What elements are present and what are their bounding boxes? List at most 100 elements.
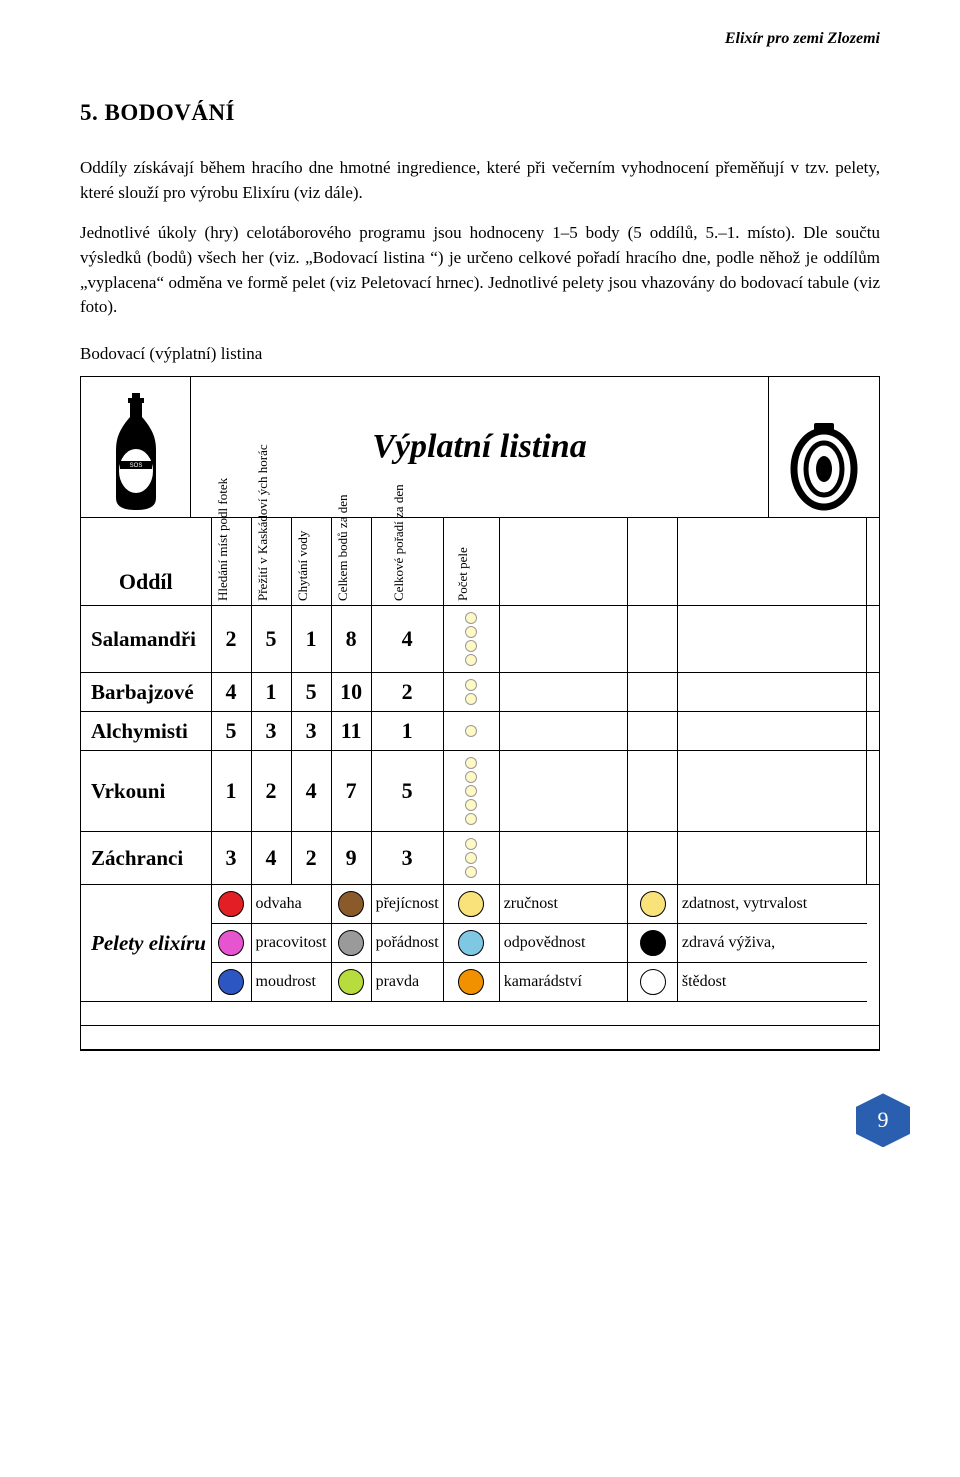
running-header: Elixír pro zemi Zlozemi	[725, 30, 880, 48]
legend-swatch	[218, 891, 244, 917]
score-cell: 11	[331, 712, 371, 751]
legend-swatch	[458, 969, 484, 995]
col-oddil: Oddíl	[81, 518, 211, 606]
score-cell: 1	[371, 712, 443, 751]
score-cell: 3	[211, 832, 251, 885]
legend-label: odvaha	[251, 885, 331, 924]
col-blank-3	[677, 518, 867, 606]
score-cell: 2	[211, 606, 251, 673]
pellet-dots	[443, 751, 499, 832]
legend-swatch	[218, 930, 244, 956]
score-cell: 3	[291, 712, 331, 751]
legend-color-cell	[331, 924, 371, 963]
score-cell: 4	[371, 606, 443, 673]
score-cell: 4	[211, 673, 251, 712]
score-cell: 9	[331, 832, 371, 885]
table-row: Barbajzové415102	[81, 673, 879, 712]
sheet-title: Výplatní listina	[191, 377, 769, 517]
legend-label: zdravá výživa,	[677, 924, 867, 963]
legend-label: pracovitost	[251, 924, 331, 963]
score-cell: 3	[251, 712, 291, 751]
legend-color-cell	[443, 885, 499, 924]
blank-cell	[499, 673, 628, 712]
legend-label: kamarádství	[499, 963, 628, 1002]
score-cell: 1	[251, 673, 291, 712]
table-row: Alchymisti533111	[81, 712, 879, 751]
team-name: Záchranci	[81, 832, 211, 885]
team-name: Vrkouni	[81, 751, 211, 832]
blank-cell	[867, 712, 879, 751]
legend-swatch	[640, 969, 666, 995]
score-cell: 2	[251, 751, 291, 832]
score-cell: 2	[291, 832, 331, 885]
legend-swatch	[218, 969, 244, 995]
col-blank-2	[628, 518, 678, 606]
legend-color-cell	[211, 963, 251, 1002]
payroll-sheet: SOS Výplatní listina Oddíl Hledání míst …	[80, 376, 880, 1052]
score-cell: 5	[211, 712, 251, 751]
blank-cell	[628, 832, 678, 885]
blank-cell	[867, 673, 879, 712]
pellet-dots	[443, 712, 499, 751]
legend-swatch	[338, 891, 364, 917]
legend-label: moudrost	[251, 963, 331, 1002]
legend-swatch	[338, 930, 364, 956]
score-table: Oddíl Hledání míst podl fotek Přežití v …	[81, 518, 879, 1051]
legend-label: pořádnost	[371, 924, 443, 963]
blank-cell	[867, 832, 879, 885]
col-6: Počet pele	[443, 518, 499, 606]
pellet-dots	[443, 673, 499, 712]
col-5: Celkové pořadí za den	[371, 518, 443, 606]
legend-swatch	[458, 891, 484, 917]
team-name: Salamandři	[81, 606, 211, 673]
col-4: Celkem bodů za den	[331, 518, 371, 606]
bottle-icon: SOS	[81, 377, 191, 517]
score-cell: 5	[371, 751, 443, 832]
col-1: Hledání míst podl fotek	[211, 518, 251, 606]
team-name: Barbajzové	[81, 673, 211, 712]
legend-swatch	[640, 891, 666, 917]
section-heading: 5. BODOVÁNÍ	[80, 100, 880, 126]
legend-color-cell	[628, 885, 678, 924]
blank-cell	[499, 832, 628, 885]
legend-swatch	[338, 969, 364, 995]
legend-label: štědost	[677, 963, 867, 1002]
blank-cell	[499, 606, 628, 673]
legend-color-cell	[211, 924, 251, 963]
legend-label: pravda	[371, 963, 443, 1002]
legend-label: odpovědnost	[499, 924, 628, 963]
col-blank-1	[499, 518, 628, 606]
col-3: Chytání vody	[291, 518, 331, 606]
legend-color-cell	[628, 924, 678, 963]
empty-row	[81, 1026, 879, 1050]
body-paragraph-2: Jednotlivé úkoly (hry) celotáborového pr…	[80, 221, 880, 320]
score-cell: 2	[371, 673, 443, 712]
blank-cell	[677, 673, 867, 712]
blank-cell	[628, 673, 678, 712]
legend-row: Pelety elixíruodvahapřejícnostzručnostzd…	[81, 885, 879, 924]
legend-label: zručnost	[499, 885, 628, 924]
blank-cell	[867, 606, 879, 673]
legend-color-cell	[443, 924, 499, 963]
col-2: Přežití v Kaskádoví ých horác	[251, 518, 291, 606]
table-row: Salamandři25184	[81, 606, 879, 673]
score-cell: 5	[291, 673, 331, 712]
table-row: Vrkouni12475	[81, 751, 879, 832]
score-cell: 5	[251, 606, 291, 673]
pellet-dots	[443, 606, 499, 673]
page-number: 9	[856, 1093, 910, 1147]
score-cell: 8	[331, 606, 371, 673]
blank-cell	[628, 751, 678, 832]
legend-color-cell	[331, 885, 371, 924]
table-row: Záchranci34293	[81, 832, 879, 885]
legend-swatch	[640, 930, 666, 956]
empty-row	[81, 1002, 879, 1026]
col-blank-4	[867, 518, 879, 606]
pellet-dots	[443, 832, 499, 885]
legend-color-cell	[628, 963, 678, 1002]
column-header-row: Oddíl Hledání míst podl fotek Přežití v …	[81, 518, 879, 606]
legend-head: Pelety elixíru	[81, 885, 211, 1002]
score-cell: 1	[291, 606, 331, 673]
table-subtitle: Bodovací (výplatní) listina	[80, 344, 880, 364]
score-cell: 10	[331, 673, 371, 712]
